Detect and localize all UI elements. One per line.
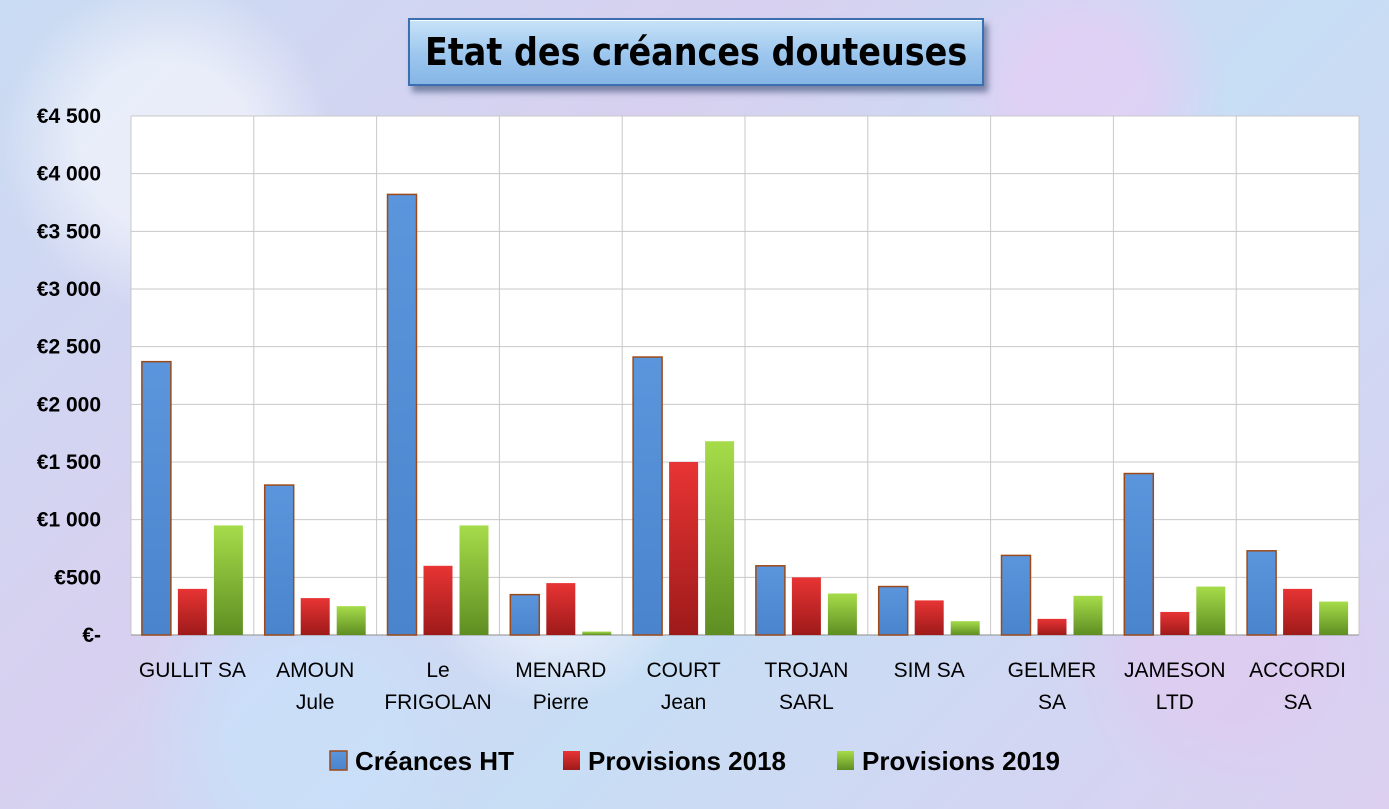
- y-tick-label: €500: [54, 566, 101, 589]
- x-tick-label: SA: [1038, 691, 1066, 714]
- x-tick-label: TROJAN: [764, 659, 848, 682]
- bar-provisions-2019-4: [705, 441, 735, 635]
- bar-provisions-2019-7: [1073, 595, 1103, 635]
- legend-label: Provisions 2018: [588, 746, 786, 776]
- bar-cr-ances-ht-0: [141, 360, 172, 636]
- x-tick-label: JAMESON: [1124, 659, 1226, 682]
- x-tick-label: Le: [426, 659, 449, 682]
- x-tick-label: MENARD: [515, 659, 606, 682]
- legend-label: Provisions 2019: [862, 746, 1060, 776]
- x-tick-label: GELMER: [1008, 659, 1097, 682]
- bar-provisions-2019-0: [213, 525, 243, 635]
- x-tick-label: SA: [1284, 691, 1312, 714]
- chart-title: Etat des créances douteuses: [424, 30, 968, 74]
- bar-cr-ances-ht-2: [386, 193, 418, 636]
- bar-provisions-2018-2: [423, 565, 453, 635]
- bar-cr-ances-ht-8: [1123, 472, 1155, 636]
- bar-provisions-2018-5: [791, 577, 821, 635]
- bar-provisions-2018-0: [177, 588, 207, 635]
- legend-swatch: [837, 751, 854, 770]
- bar-provisions-2018-3: [546, 583, 576, 635]
- bar-provisions-2019-8: [1196, 586, 1226, 635]
- y-tick-label: €3 500: [37, 220, 101, 243]
- x-tick-label: AMOUN: [276, 659, 354, 682]
- x-tick-label: Jule: [296, 691, 335, 714]
- bar-provisions-2018-9: [1283, 588, 1313, 635]
- bar-cr-ances-ht-1: [263, 484, 295, 636]
- bar-provisions-2018-6: [914, 600, 944, 635]
- bar-provisions-2018-1: [300, 598, 330, 635]
- bar-cr-ances-ht-5: [755, 565, 786, 636]
- bar-provisions-2019-3: [582, 631, 612, 635]
- bar-provisions-2019-5: [827, 593, 857, 635]
- x-tick-label: SARL: [779, 691, 834, 714]
- bar-cr-ances-ht-6: [877, 585, 909, 636]
- bar-provisions-2019-9: [1319, 601, 1349, 635]
- bar-provisions-2019-6: [950, 621, 980, 635]
- chart-title-box: Etat des créances douteuses: [408, 18, 984, 86]
- y-tick-label: €3 000: [37, 278, 101, 301]
- bar-cr-ances-ht-7: [1000, 554, 1032, 636]
- x-tick-label: SIM SA: [894, 659, 965, 682]
- bar-cr-ances-ht-9: [1246, 550, 1277, 636]
- legend-label: Créances HT: [355, 746, 514, 776]
- x-tick-label: COURT: [646, 659, 720, 682]
- bar-provisions-2018-4: [669, 462, 699, 635]
- y-tick-label: €4 000: [37, 163, 101, 186]
- y-tick-label: €4 500: [37, 105, 101, 128]
- y-tick-label: €1 500: [37, 451, 101, 474]
- x-tick-label: Pierre: [533, 691, 589, 714]
- bar-provisions-2019-2: [459, 525, 489, 635]
- x-tick-label: ACCORDI: [1249, 659, 1346, 682]
- bar-provisions-2018-7: [1037, 618, 1067, 635]
- x-tick-label: LTD: [1156, 691, 1194, 714]
- y-tick-label: €2 500: [37, 336, 101, 359]
- y-tick-label: €2 000: [37, 393, 101, 416]
- y-tick-label: €1 000: [37, 509, 101, 532]
- legend-swatch: [329, 750, 348, 771]
- bar-provisions-2018-8: [1160, 611, 1190, 635]
- x-tick-label: FRIGOLAN: [384, 691, 491, 714]
- bar-provisions-2019-1: [336, 606, 366, 635]
- legend-swatch: [563, 751, 580, 770]
- x-tick-label: Jean: [661, 691, 707, 714]
- x-tick-label: GULLIT SA: [139, 659, 246, 682]
- y-tick-label: €-: [82, 624, 101, 647]
- bar-cr-ances-ht-4: [632, 356, 663, 636]
- bar-cr-ances-ht-3: [509, 593, 541, 636]
